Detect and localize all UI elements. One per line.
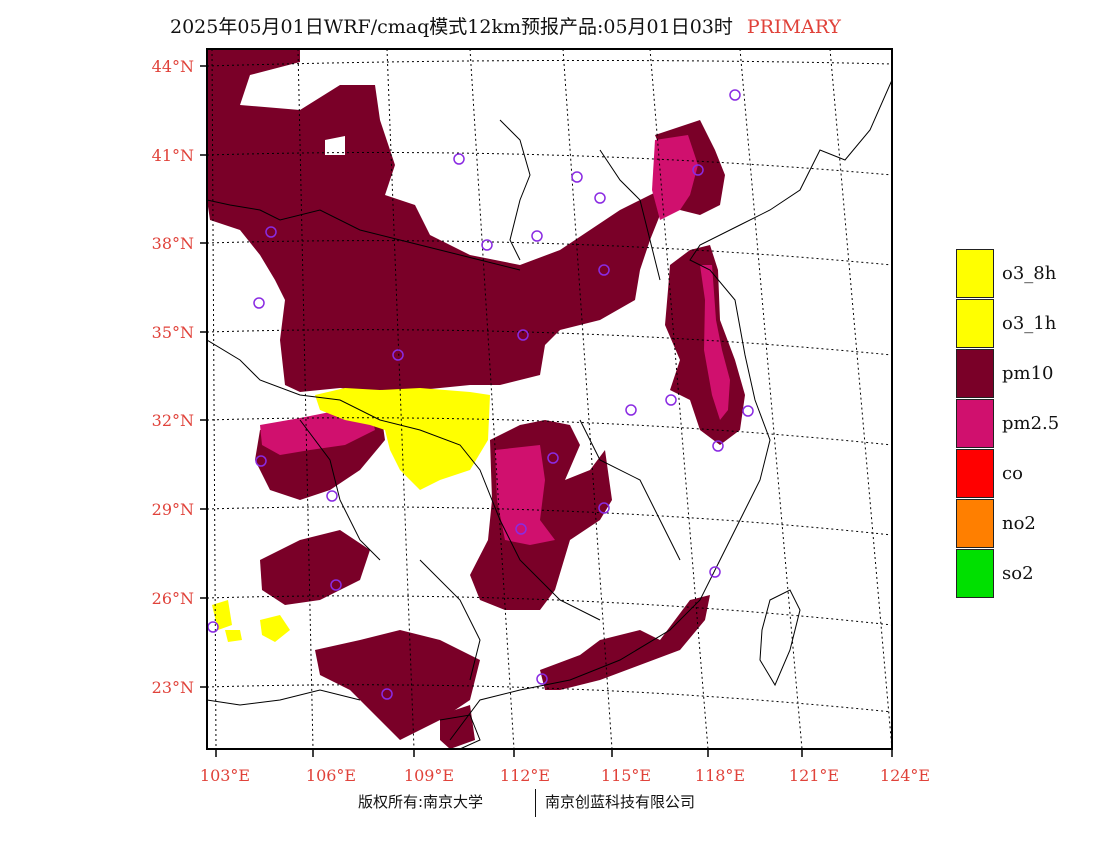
legend-label: pm10 (1002, 363, 1054, 384)
station-marker (692, 164, 704, 176)
lat-label: 26°N (152, 589, 194, 608)
credit-company: 南京创蓝科技有限公司 (545, 793, 696, 811)
station-marker (253, 297, 265, 309)
lon-label: 118°E (695, 766, 745, 785)
latitude-labels: 44°N 41°N 38°N 35°N 32°N 29°N 26°N 23°N (152, 57, 194, 697)
lon-label: 124°E (880, 766, 930, 785)
station-marker (594, 192, 606, 204)
legend-swatch (956, 349, 994, 398)
station-marker (665, 394, 677, 406)
legend-item-no2: no2 (956, 499, 1086, 549)
legend-swatch (956, 549, 994, 598)
legend-label: o3_1h (1002, 313, 1057, 334)
legend-swatch (956, 499, 994, 548)
legend-swatch (956, 399, 994, 448)
lat-label: 29°N (152, 500, 194, 519)
pm25-southwest (260, 410, 375, 455)
graticule (207, 49, 892, 749)
lat-label: 35°N (152, 323, 194, 342)
lat-label: 44°N (152, 57, 194, 76)
pm10-south-scatter (260, 530, 370, 605)
o3-southwest-2 (212, 600, 232, 630)
clear-area-inner-mongolia (325, 136, 345, 155)
station-marker (547, 452, 559, 464)
station-marker (265, 226, 277, 238)
lon-label: 106°E (306, 766, 356, 785)
station-marker (326, 490, 338, 502)
lon-label: 121°E (789, 766, 839, 785)
legend-item-pm10: pm10 (956, 349, 1086, 399)
longitude-labels: 103°E 106°E 109°E 112°E 115°E 118°E 121°… (200, 766, 930, 785)
legend-label: so2 (1002, 563, 1034, 584)
station-marker (392, 349, 404, 361)
lat-label: 32°N (152, 411, 194, 430)
lon-label: 112°E (500, 766, 550, 785)
primary-tag: PRIMARY (746, 16, 841, 38)
title-text: 2025年05月01日WRF/cmaq模式12km预报产品:05月01日03时 (170, 16, 733, 38)
pm25-east-band (700, 265, 730, 420)
legend-item-co: co (956, 449, 1086, 499)
credit-divider (535, 789, 536, 817)
station-marker (381, 688, 393, 700)
lon-label: 109°E (404, 766, 454, 785)
legend-item-o3-8h: o3_8h (956, 249, 1086, 299)
legend-label: co (1002, 463, 1023, 484)
station-marker (712, 440, 724, 452)
lon-label: 103°E (200, 766, 250, 785)
legend-swatch (956, 449, 994, 498)
station-marker (481, 239, 493, 251)
legend-item-o3-1h: o3_1h (956, 299, 1086, 349)
lat-label: 38°N (152, 234, 194, 253)
lon-label: 115°E (601, 766, 651, 785)
legend-label: no2 (1002, 513, 1036, 534)
pm25-central (495, 445, 555, 545)
station-marker (517, 329, 529, 341)
legend-item-so2: so2 (956, 549, 1086, 599)
station-marker (536, 673, 548, 685)
station-marker (515, 523, 527, 535)
station-markers (207, 89, 754, 700)
o3-southwest-1 (260, 615, 290, 642)
station-marker (453, 153, 465, 165)
station-marker (330, 579, 342, 591)
station-marker (598, 502, 610, 514)
station-marker (531, 230, 543, 242)
station-marker (709, 566, 721, 578)
legend-item-pm25: pm2.5 (956, 399, 1086, 449)
credit-copyright: 版权所有:南京大学 (358, 793, 484, 811)
legend-swatch (956, 249, 994, 298)
legend-swatch (956, 299, 994, 348)
clear-area-west (207, 230, 280, 390)
lat-label: 41°N (152, 146, 194, 165)
legend-label: o3_8h (1002, 263, 1057, 284)
pm25-northeast (652, 135, 698, 220)
axis-ticks (200, 65, 893, 757)
station-marker (742, 405, 754, 417)
station-marker (625, 404, 637, 416)
o3-southwest-3 (225, 630, 242, 642)
station-marker (207, 621, 219, 633)
pm10-guangdong (540, 595, 710, 690)
station-marker (598, 264, 610, 276)
boundaries (207, 79, 892, 749)
station-marker (729, 89, 741, 101)
lat-label: 23°N (152, 678, 194, 697)
legend-label: pm2.5 (1002, 413, 1060, 434)
station-marker (571, 171, 583, 183)
pollution-fields (207, 49, 745, 749)
map-frame (206, 48, 893, 750)
map-title: 2025年05月01日WRF/cmaq模式12km预报产品:05月01日03时 P… (170, 12, 841, 39)
pm10-north-region (207, 49, 690, 392)
station-marker (255, 455, 267, 467)
